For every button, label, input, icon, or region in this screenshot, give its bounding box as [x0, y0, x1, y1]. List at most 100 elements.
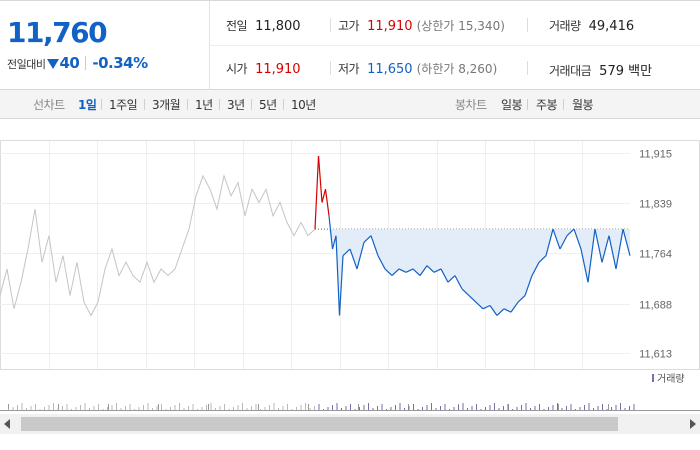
- volume-bar: [161, 404, 162, 410]
- today-price-segment: [608, 235, 617, 270]
- volume-bar: [17, 405, 18, 410]
- tab-weekly-candle[interactable]: 주봉: [536, 98, 558, 112]
- volume-bar: [588, 403, 590, 410]
- volume-bar: [606, 409, 608, 410]
- volume-bar: [183, 408, 185, 410]
- today-price-segment: [324, 189, 330, 216]
- upper-limit: (상한가 15,340): [416, 19, 505, 33]
- today-price-segment: [349, 248, 358, 270]
- tab-1-week[interactable]: 1주일: [109, 98, 138, 112]
- volume-bar: [579, 407, 581, 410]
- volume-bar: [507, 404, 509, 410]
- y-tick-label: 11,688: [639, 300, 672, 312]
- volume-bar: [134, 409, 135, 410]
- volume-bar: [75, 407, 77, 410]
- volume-bar: [273, 403, 275, 410]
- volume-bar: [368, 403, 369, 410]
- volume-bar: [215, 408, 216, 410]
- volume-bar: [359, 407, 360, 410]
- volume-bar: [219, 406, 221, 410]
- low-label: 저가: [338, 62, 360, 76]
- volume-bar: [210, 403, 212, 410]
- change-value: 40: [59, 54, 80, 72]
- today-price-segment: [461, 288, 470, 296]
- volume-bar: [282, 406, 284, 410]
- volume-bar: [570, 404, 572, 410]
- volume-bar: [345, 406, 347, 410]
- tab-1-year[interactable]: 1년: [195, 98, 213, 112]
- today-price-segment: [426, 265, 435, 273]
- volume-bar: [318, 404, 320, 410]
- stock-summary-panel: 11,760 전일대비 40 -0.34% 전일 11,800 고가 11,910 (상한…: [0, 0, 700, 90]
- volume-bar: [323, 409, 324, 410]
- volume-bar: [152, 408, 153, 410]
- volume-bar: [449, 409, 450, 410]
- scroll-thumb[interactable]: [21, 417, 618, 431]
- volume-bar: [102, 409, 104, 410]
- lower-limit: (하한가 8,260): [416, 62, 498, 76]
- today-price-segment: [405, 268, 414, 273]
- tab-1-day[interactable]: 1일: [78, 98, 97, 112]
- today-price-segment: [454, 275, 463, 290]
- volume-bar: [372, 408, 374, 410]
- volume-bar: [71, 409, 72, 410]
- volume-bar: [548, 407, 549, 410]
- volume-bar: [512, 409, 513, 410]
- volume-bar: [471, 406, 473, 410]
- volume-bar: [489, 405, 491, 410]
- tab-3-months[interactable]: 3개월: [152, 98, 181, 112]
- scroll-right-arrow-icon[interactable]: [690, 419, 696, 429]
- tab-daily-candle[interactable]: 일봉: [501, 98, 523, 112]
- volume-bar: [116, 403, 117, 410]
- volume-bar: [413, 404, 414, 410]
- volume-bar: [363, 405, 365, 410]
- volume-bar: [66, 404, 68, 410]
- volume-bar: [179, 403, 180, 410]
- tab-10-years[interactable]: 10년: [291, 98, 316, 112]
- volume-bar: [390, 407, 392, 410]
- volume-bar: [278, 408, 279, 410]
- today-price-segment: [510, 301, 519, 313]
- prev-close-value: 11,800: [255, 19, 301, 34]
- today-price-segment: [615, 228, 624, 270]
- today-price-segment: [559, 235, 568, 250]
- tab-divider: [101, 99, 102, 110]
- volume-bar: [89, 408, 90, 410]
- volume-bar: [147, 403, 149, 410]
- today-price-segment: [601, 235, 610, 263]
- change-divider: [85, 56, 87, 70]
- tab-5-years[interactable]: 5년: [259, 98, 277, 112]
- volume-bar: [431, 403, 432, 410]
- chart-scrollbar[interactable]: [0, 414, 700, 434]
- volume-bar: [629, 406, 630, 410]
- tab-divider: [527, 99, 528, 110]
- today-price-segment: [356, 242, 365, 270]
- open-value: 11,910: [255, 62, 301, 77]
- volume-bar: [300, 405, 302, 410]
- divider: [527, 18, 528, 32]
- tab-3-years[interactable]: 3년: [227, 98, 245, 112]
- volume-bar: [305, 403, 306, 410]
- today-price-segment: [363, 235, 372, 243]
- volume-bar: [138, 407, 140, 410]
- intraday-price-chart[interactable]: 11,915 11,839 11,764 11,688 11,613 거래량: [0, 0, 700, 414]
- volume-bar: [584, 405, 585, 410]
- volume-bar: [408, 406, 410, 410]
- volume-bar: [201, 407, 203, 410]
- scroll-left-arrow-icon[interactable]: [4, 419, 10, 429]
- volume-bar: [309, 408, 311, 410]
- volume-bar: [192, 404, 194, 410]
- tab-monthly-candle[interactable]: 월봉: [572, 98, 594, 112]
- today-price-segment: [517, 295, 526, 303]
- change-label: 전일대비: [7, 58, 46, 71]
- volume-bar: [8, 409, 9, 410]
- volume-bar: [534, 406, 536, 410]
- volume-bar: [485, 407, 486, 410]
- volume-bar: [494, 403, 495, 410]
- open-label: 시가: [226, 62, 248, 76]
- volume-bar: [80, 405, 81, 410]
- volume-bar: [521, 405, 522, 410]
- volume-bar: [188, 406, 189, 410]
- today-price-segment: [419, 265, 428, 276]
- volume-bar: [224, 404, 225, 410]
